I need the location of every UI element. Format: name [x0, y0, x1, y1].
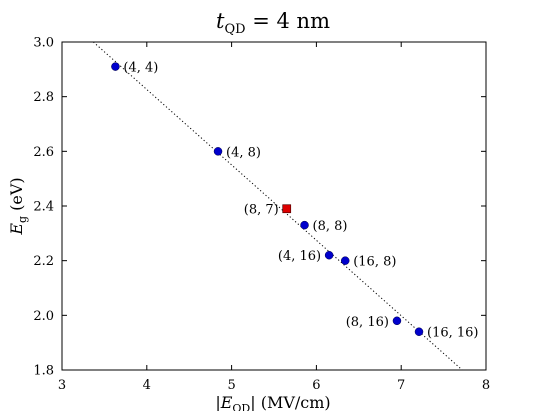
- point-label: (4, 16): [278, 249, 321, 264]
- data-point: [213, 147, 223, 156]
- x-axis-label: |EQD| (MV/cm): [215, 393, 330, 411]
- ylabel-var: E: [7, 223, 26, 236]
- ticks: 3 4 5 6 7 8 1.8 2.0 2.2 2.4 2.6 2.8 3.0: [33, 36, 490, 394]
- data-point: [111, 62, 120, 71]
- point-label: (16, 8): [353, 255, 396, 270]
- xlabel-pre: |: [215, 393, 220, 411]
- ylabel-sub: g: [16, 216, 29, 223]
- xlabel-sub: QD: [232, 402, 250, 411]
- fit-line-group: [93, 41, 463, 371]
- x-tick-label: 4: [143, 378, 151, 393]
- xlabel-var: E: [220, 393, 233, 411]
- y-axis-label: Eg (eV): [7, 177, 29, 235]
- y-tick-label: 2.2: [33, 254, 54, 269]
- data-point: [414, 327, 424, 336]
- point-label: (4, 4): [123, 61, 158, 76]
- x-tick-label: 6: [312, 378, 320, 393]
- y-tick-label: 3.0: [33, 36, 54, 51]
- points-group: [111, 62, 424, 336]
- point-label: (16, 16): [427, 326, 479, 341]
- data-point: [324, 250, 334, 260]
- data-point-square: [282, 204, 292, 214]
- y-tick-label: 2.0: [33, 309, 54, 324]
- fit-line: [93, 41, 463, 371]
- y-tick-label: 2.6: [33, 145, 54, 160]
- point-label: (4, 8): [226, 145, 261, 160]
- y-tick-label: 2.4: [33, 200, 54, 215]
- point-labels-group: (4, 4) (4, 8) (8, 8) (4, 16) (16, 8) (8, 16) (…: [123, 61, 478, 341]
- point-label: (8, 7): [244, 203, 279, 218]
- data-point: [300, 220, 309, 230]
- title-main: t: [216, 9, 225, 33]
- xlabel-post: | (MV/cm): [250, 393, 330, 411]
- data-point: [392, 316, 402, 326]
- y-tick-label: 1.8: [33, 364, 54, 379]
- chart-title: tQD = 4 nm: [216, 9, 330, 37]
- x-tick-label: 3: [58, 378, 66, 393]
- y-tick-label: 2.8: [33, 90, 54, 105]
- x-tick-label: 8: [482, 378, 490, 393]
- x-tick-label: 7: [397, 378, 405, 393]
- point-label: (8, 16): [346, 315, 389, 330]
- title-sub: QD: [224, 22, 245, 37]
- ylabel-post: (eV): [7, 177, 26, 216]
- title-rest: = 4 nm: [246, 9, 331, 33]
- data-point: [340, 256, 350, 265]
- x-tick-label: 5: [227, 378, 235, 393]
- point-label: (8, 8): [313, 219, 348, 234]
